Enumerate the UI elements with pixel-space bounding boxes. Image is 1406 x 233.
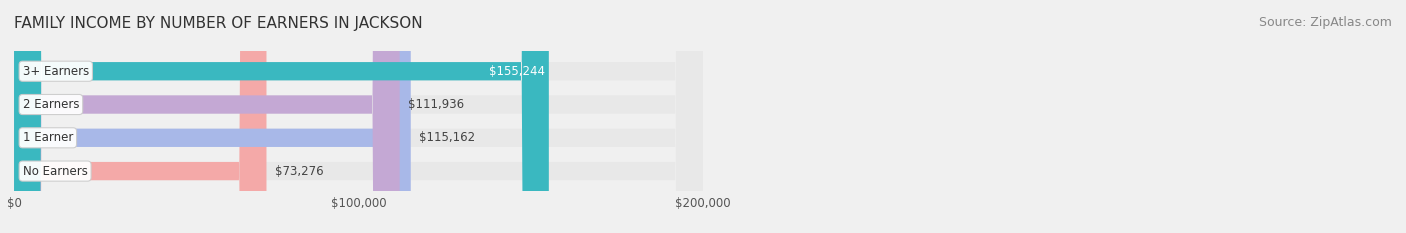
FancyBboxPatch shape [14,0,703,233]
Text: Source: ZipAtlas.com: Source: ZipAtlas.com [1258,16,1392,29]
FancyBboxPatch shape [14,0,548,233]
Text: $115,162: $115,162 [419,131,475,144]
Text: $111,936: $111,936 [408,98,464,111]
Text: $155,244: $155,244 [489,65,546,78]
FancyBboxPatch shape [14,0,267,233]
FancyBboxPatch shape [14,0,703,233]
Text: FAMILY INCOME BY NUMBER OF EARNERS IN JACKSON: FAMILY INCOME BY NUMBER OF EARNERS IN JA… [14,16,423,31]
FancyBboxPatch shape [14,0,703,233]
Text: No Earners: No Earners [22,164,87,178]
Text: 2 Earners: 2 Earners [22,98,79,111]
FancyBboxPatch shape [14,0,703,233]
FancyBboxPatch shape [14,0,399,233]
Text: 1 Earner: 1 Earner [22,131,73,144]
FancyBboxPatch shape [14,0,411,233]
Text: $73,276: $73,276 [274,164,323,178]
Text: 3+ Earners: 3+ Earners [22,65,89,78]
